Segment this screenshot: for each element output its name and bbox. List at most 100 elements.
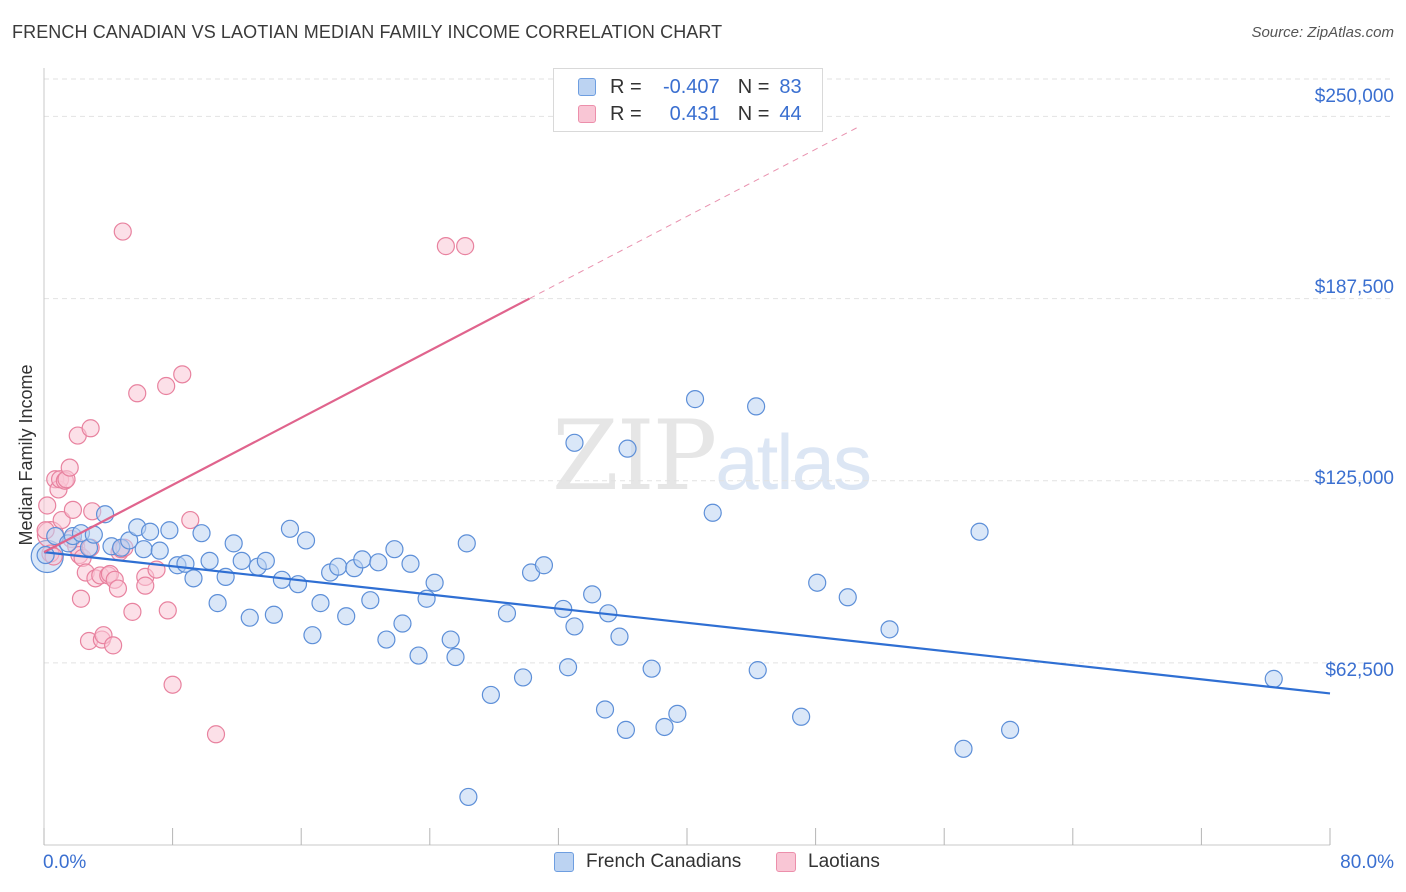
french-canadian-point — [311, 594, 330, 613]
french-canadian-point — [748, 661, 767, 680]
french-canadian-point — [303, 626, 322, 645]
french-canadian-point — [1264, 669, 1283, 688]
french-canadian-point — [393, 614, 412, 633]
legend-item-laotians: Laotians — [776, 851, 880, 873]
y-axis-title-text: Median Family Income — [16, 364, 36, 546]
french-canadian-point — [457, 534, 476, 553]
french-canadian-point — [329, 557, 348, 576]
french-canadian-point — [616, 720, 636, 739]
french-canadian-point — [685, 390, 705, 409]
laotian-point — [108, 579, 128, 598]
y-tick-label: $62,500 — [1325, 660, 1394, 681]
french-canadian-point — [808, 573, 827, 592]
french-canadian-point — [792, 707, 811, 726]
french-canadian-point — [208, 594, 227, 613]
r-value: 0.431 — [669, 102, 720, 125]
laotian-point — [128, 384, 147, 403]
french-canadian-point — [200, 551, 219, 570]
french-canadian-point — [441, 630, 460, 649]
y-tick-label: $125,000 — [1314, 468, 1394, 489]
laotian-point — [163, 675, 182, 694]
laotian-point — [63, 500, 83, 519]
french-canadian-point — [288, 575, 308, 594]
french-canadian-point — [610, 627, 629, 646]
french-canadian-point — [401, 554, 420, 573]
french-canadian-point — [256, 551, 275, 570]
laotian-trendline-extension — [529, 126, 860, 300]
laotian-point — [123, 602, 142, 621]
x-tick-label-min: 0.0% — [43, 852, 87, 873]
french-canadian-point — [534, 556, 554, 575]
french-canadian-point — [880, 620, 899, 639]
y-tick-label: $250,000 — [1314, 86, 1394, 107]
french-canadian-point — [232, 551, 251, 570]
legend-label: French Canadians — [586, 851, 742, 872]
french-canadian-point — [361, 591, 380, 610]
french-canadian-point — [224, 534, 243, 553]
french-canadian-point — [1001, 720, 1020, 739]
french-canadian-trendline — [43, 551, 1331, 695]
laotian-trendline — [43, 297, 530, 554]
french-canadian-point — [296, 531, 316, 550]
r-value: -0.407 — [662, 75, 720, 98]
french-canadian-point — [36, 545, 55, 565]
french-canadian-point — [337, 607, 356, 626]
legend-row-french-canadians: R = -0.407 N = 83 — [578, 74, 802, 100]
laotian-point — [38, 496, 57, 515]
r-label: R = — [610, 75, 642, 98]
french-canadian-point — [409, 646, 428, 665]
laotian-point — [206, 725, 226, 744]
laotian-point — [52, 510, 71, 530]
french-canadian-point — [369, 553, 388, 572]
y-tick-label: $187,500 — [1314, 277, 1394, 298]
legend-item-french-canadians: French Canadians — [554, 851, 741, 873]
french-canadian-point — [668, 704, 687, 723]
french-canadian-point — [280, 519, 300, 538]
french-canadian-point — [558, 658, 578, 677]
french-canadian-point — [120, 531, 139, 550]
laotian-point — [436, 237, 455, 256]
french-canadian-point — [618, 439, 637, 458]
french-canadian-point — [353, 550, 372, 569]
french-canadian-point — [595, 700, 615, 719]
legend-row-laotians: R = 0.431 N = 44 — [578, 101, 802, 127]
laotian-point — [173, 365, 192, 384]
legend-label: Laotians — [808, 851, 880, 872]
french-canadian-point — [446, 647, 465, 667]
watermark: ZIPatlas — [552, 400, 872, 512]
french-canadian-point — [565, 433, 584, 452]
french-canadian-point — [565, 617, 584, 636]
french-canadian-point — [140, 522, 160, 541]
laotian-point — [456, 237, 475, 256]
n-value: 44 — [779, 102, 802, 125]
french-canadian-point — [150, 541, 169, 560]
correlation-legend: R = -0.407 N = 83 R = 0.431 N = 44 — [553, 68, 823, 132]
french-canadian-point — [954, 739, 973, 758]
watermark-atlas: atlas — [715, 418, 872, 506]
r-label: R = — [610, 102, 642, 125]
french-canadian-point — [425, 573, 444, 592]
french-canadian-point — [240, 608, 259, 627]
n-value: 83 — [779, 75, 802, 98]
laotian-point — [157, 376, 176, 396]
french-canadian-point — [377, 630, 396, 649]
laotian-point — [104, 636, 123, 655]
french-canadian-point — [747, 397, 766, 416]
pink-swatch — [776, 852, 796, 872]
french-canadian-point — [264, 605, 283, 624]
french-canadian-point — [385, 540, 404, 559]
source-credit: Source: ZipAtlas.com — [1251, 24, 1394, 41]
french-canadian-point — [703, 503, 722, 522]
blue-swatch — [554, 852, 574, 872]
series-legend: French Canadians Laotians — [0, 851, 1406, 879]
n-label: N = — [737, 102, 770, 125]
french-canadian-point — [481, 685, 500, 705]
laotian-point — [71, 589, 91, 608]
french-canadian-point — [134, 540, 153, 559]
french-canadian-point — [838, 588, 857, 607]
pink-swatch — [578, 105, 596, 123]
laotian-point — [113, 222, 132, 241]
laotian-point — [181, 510, 200, 530]
laotian-point — [136, 576, 155, 595]
